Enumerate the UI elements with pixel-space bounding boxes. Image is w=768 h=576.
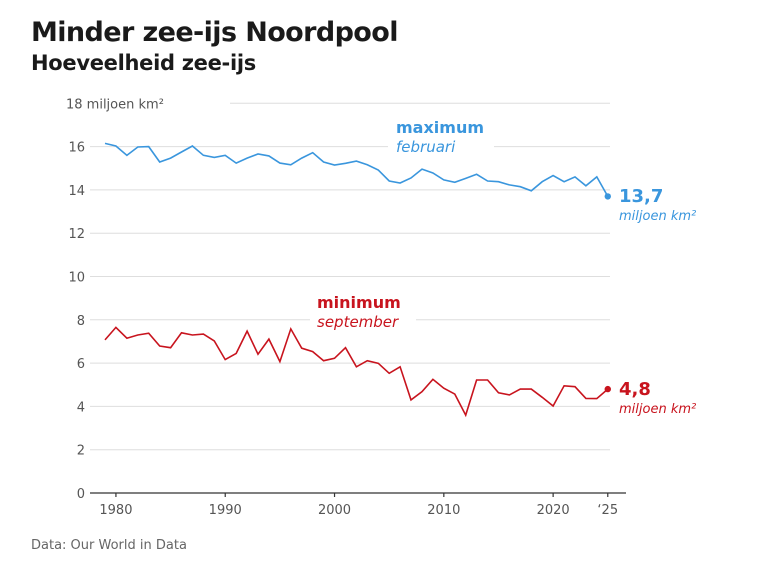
- maximum-sublabel: februari: [396, 138, 456, 156]
- maximum-end-value: 13,7: [619, 186, 663, 207]
- chart-title: Minder zee-ijs Noordpool: [31, 17, 398, 48]
- x-axis: 1980 1990 2000 2010 2020 ‘25: [90, 492, 626, 518]
- x-tick-label: 1990: [209, 503, 242, 518]
- gridlines: [90, 102, 610, 451]
- y-tick-label: 12: [68, 227, 85, 242]
- series-lines: [104, 142, 611, 418]
- maximum-end-point: [604, 193, 611, 200]
- data-source: Data: Our World in Data: [31, 538, 187, 553]
- maximum-series-line: [104, 142, 609, 197]
- x-tick-label: 2000: [318, 503, 351, 518]
- y-tick-label: 14: [68, 184, 85, 199]
- x-tick-label: 2010: [427, 503, 460, 518]
- y-tick-label: 16: [68, 141, 85, 156]
- y-tick-label: 0: [77, 487, 85, 502]
- maximum-label: maximum: [396, 118, 484, 137]
- y-tick-label: 8: [77, 314, 85, 329]
- minimum-label: minimum: [317, 293, 401, 312]
- y-tick-label: 18 miljoen km²: [66, 97, 164, 112]
- minimum-end-point: [604, 385, 611, 393]
- y-tick-label: 6: [77, 357, 85, 372]
- y-tick-label: 4: [77, 400, 85, 415]
- x-tick-label: ‘25: [597, 503, 618, 518]
- maximum-label-bg: [388, 116, 494, 160]
- minimum-end-value: 4,8: [619, 379, 651, 400]
- maximum-end-unit: miljoen km²: [619, 209, 696, 224]
- chart-subtitle: Hoeveelheid zee-ijs: [31, 51, 256, 75]
- minimum-series-line: [104, 326, 609, 418]
- minimum-end-unit: miljoen km²: [619, 402, 696, 417]
- y-tick-label: 2: [77, 444, 85, 459]
- minimum-sublabel: september: [317, 313, 399, 331]
- x-tick-label: 1980: [99, 503, 132, 518]
- y-axis-tick-labels: 0 2 4 6 8 10 12 14 16 18 miljoen km²: [66, 97, 164, 502]
- x-tick-label: 2020: [537, 503, 570, 518]
- y-tick-label: 10: [68, 271, 85, 286]
- minimum-label-bg: [310, 292, 416, 334]
